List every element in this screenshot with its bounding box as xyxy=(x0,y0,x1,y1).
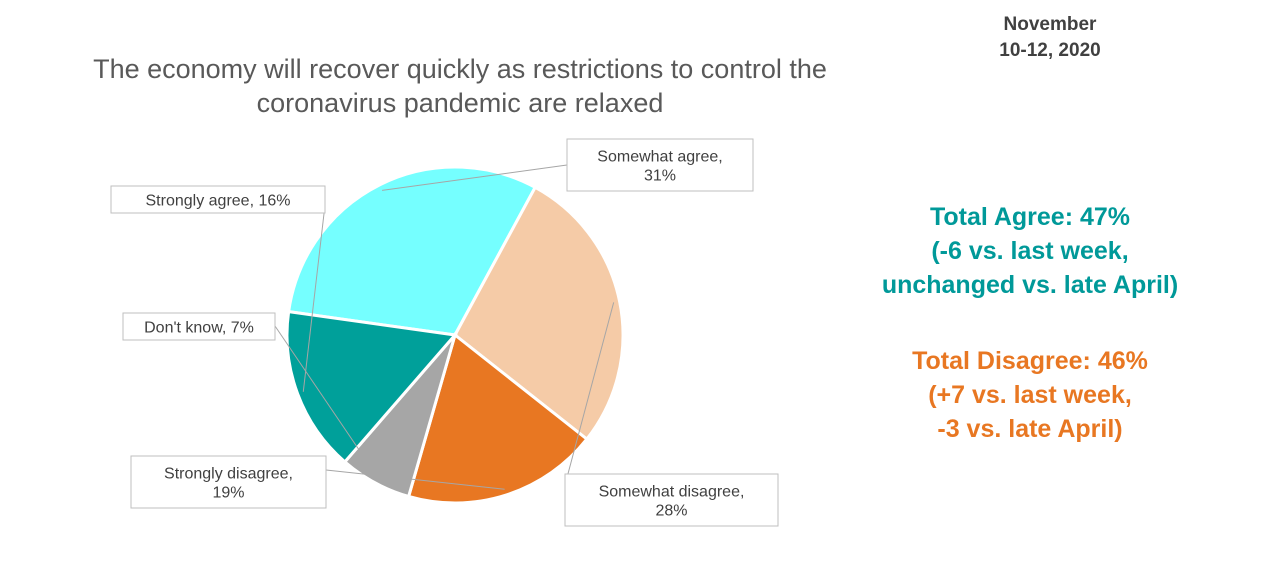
survey-date-line2: 10-12, 2020 xyxy=(999,40,1101,61)
data-label-strongly-agree: Strongly agree, 16% xyxy=(146,193,291,210)
data-label-somewhat-agree: Somewhat agree, 31% xyxy=(597,149,722,185)
data-label-somewhat-disagree: Somewhat disagree, 28% xyxy=(599,484,745,520)
pie-slice-strongly-agree xyxy=(285,309,458,464)
chart-title-line2: coronavirus pandemic are relaxed xyxy=(256,88,664,118)
label-box-strongly-disagree xyxy=(130,455,327,509)
pie-slice-somewhat-agree xyxy=(286,165,538,337)
total-agree-headline: Total Agree: 47% xyxy=(929,203,1131,231)
label-box-strongly-agree xyxy=(110,185,326,214)
survey-date: November 10-12, 2020 xyxy=(940,12,1160,64)
label-box-somewhat-agree xyxy=(566,138,754,192)
survey-date-line1: November xyxy=(1003,14,1097,35)
label-leader-strongly-agree xyxy=(302,204,326,392)
chart-title: The economy will recover quickly as rest… xyxy=(20,52,900,120)
chart-title-line1: The economy will recover quickly as rest… xyxy=(93,54,827,84)
pie-slice-somewhat-disagree xyxy=(453,185,625,442)
data-label-don-t-know: Don't know, 7% xyxy=(144,320,254,337)
data-label-strongly-disagree: Strongly disagree, 19% xyxy=(164,466,293,502)
label-leader-somewhat-agree xyxy=(382,164,568,191)
pie-chart: Somewhat agree, 31% Somewhat disagree, 28% S… xyxy=(110,138,779,527)
total-agree-summary: Total Agree: 47% (-6 vs. last week, unch… xyxy=(830,200,1230,302)
pie-labels: Somewhat agree, 31% Somewhat disagree, 28% S… xyxy=(110,138,779,527)
pie-slices xyxy=(285,165,625,505)
total-agree-vs-late-april: unchanged vs. late April) xyxy=(881,271,1179,299)
label-box-don-t-know xyxy=(122,312,276,341)
pie-slice-strongly-disagree xyxy=(406,332,589,505)
label-leader-don-t-know xyxy=(274,325,379,478)
total-agree-vs-last-week: (-6 vs. last week, xyxy=(931,237,1129,265)
label-box-somewhat-disagree xyxy=(564,473,779,527)
label-leader-strongly-disagree xyxy=(325,469,505,490)
total-disagree-vs-late-april: -3 vs. late April) xyxy=(937,415,1123,443)
label-leader-somewhat-disagree xyxy=(564,302,615,486)
total-disagree-headline: Total Disagree: 46% xyxy=(912,347,1148,375)
total-disagree-summary: Total Disagree: 46% (+7 vs. last week, -… xyxy=(830,344,1230,446)
total-disagree-vs-last-week: (+7 vs. last week, xyxy=(928,381,1132,409)
